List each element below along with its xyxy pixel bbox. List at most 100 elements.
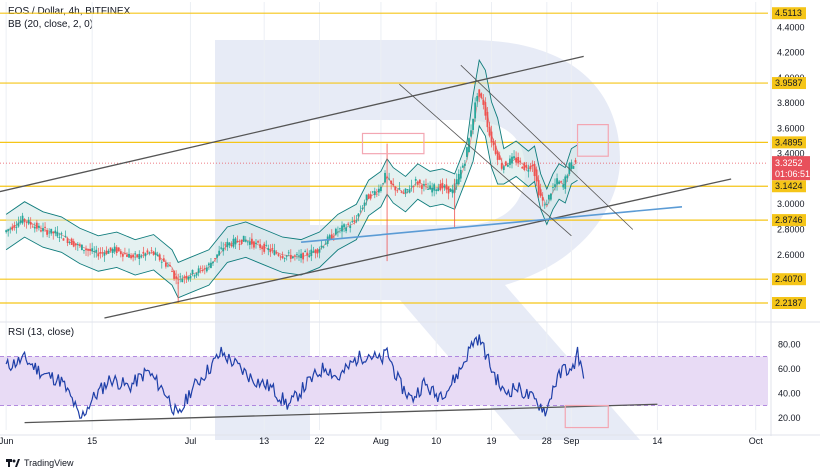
candle-body <box>132 254 135 258</box>
candle-body <box>5 230 8 233</box>
trendline-descending-upper[interactable] <box>460 64 634 230</box>
candle-body <box>294 255 296 257</box>
candle-body <box>240 239 243 244</box>
candle-body <box>263 243 266 252</box>
candle-body <box>502 166 505 170</box>
countdown-tag: 01:06:51 <box>775 169 810 179</box>
candle-body <box>130 255 132 259</box>
candle-body <box>545 204 548 205</box>
candle-body <box>111 248 114 253</box>
highlight-box[interactable] <box>576 124 609 157</box>
candle-body <box>158 254 161 261</box>
candle-body <box>66 238 69 244</box>
candle-body <box>334 228 337 235</box>
candle-body <box>44 226 46 228</box>
candle-body <box>261 247 264 250</box>
candle-body <box>365 194 368 201</box>
candle-body <box>52 231 55 234</box>
candle-body <box>369 194 372 199</box>
candle-body <box>304 251 307 253</box>
candle-body <box>93 251 96 252</box>
candle-body <box>197 268 200 274</box>
candle-body <box>470 130 472 137</box>
candle-body <box>484 102 487 116</box>
candle-body <box>547 194 550 200</box>
candle-body <box>212 261 214 264</box>
candle-body <box>91 248 94 252</box>
candle-body <box>347 223 350 225</box>
candle-body <box>138 253 141 259</box>
candle-body <box>142 251 145 254</box>
rsi-highlight-box[interactable] <box>564 404 609 429</box>
candle-body <box>234 238 237 245</box>
time-axis-tick: 28 <box>542 436 552 446</box>
candle-body <box>531 164 534 167</box>
candle-body <box>361 207 364 209</box>
candle-body <box>463 163 466 166</box>
level-tag-bg <box>772 273 806 286</box>
candle-body <box>324 243 327 245</box>
tradingview-logo-icon <box>6 459 20 467</box>
candle-body <box>322 246 325 248</box>
candle-body <box>81 244 83 251</box>
level-tag-bg <box>772 136 806 149</box>
candle-body <box>19 220 22 223</box>
candle-body <box>412 186 415 188</box>
candle-body <box>259 244 261 248</box>
candle-body <box>320 245 323 248</box>
axes: 4.40004.20004.00003.80003.60003.40003.00… <box>0 0 820 446</box>
trendline-lower-channel[interactable] <box>104 178 732 319</box>
candle-body <box>72 241 75 247</box>
candle-body <box>48 232 51 234</box>
trendline-blue-support[interactable] <box>300 205 683 243</box>
candle-body <box>476 96 479 102</box>
candle-body <box>521 167 524 169</box>
candle-body <box>148 252 151 254</box>
trendline-upper-channel[interactable] <box>0 55 584 193</box>
rsi-trendline[interactable] <box>24 403 658 424</box>
candle-body <box>416 181 419 185</box>
candle-body <box>382 183 384 185</box>
candle-body <box>298 255 300 257</box>
candle-body <box>181 278 184 283</box>
candle-body <box>461 165 464 168</box>
candle-body <box>183 276 186 278</box>
candle-body <box>486 111 489 128</box>
candle-body <box>285 255 288 257</box>
candle-body <box>58 237 61 238</box>
candle-body <box>343 224 345 228</box>
candle-body <box>466 147 468 157</box>
candle-body <box>171 271 173 273</box>
candle-body <box>447 186 450 194</box>
candle-body <box>267 248 270 251</box>
candle-body <box>533 163 536 177</box>
candle-body <box>242 235 245 242</box>
candle-body <box>410 185 413 187</box>
candle-body <box>150 250 153 252</box>
highlight-box[interactable] <box>361 132 425 155</box>
candle-body <box>246 241 249 243</box>
candle-body <box>529 165 532 170</box>
level-tag: 4.5113 <box>775 8 802 18</box>
candle-body <box>420 185 423 189</box>
candle-body <box>27 219 30 224</box>
time-axis-tick: Jun <box>0 436 13 446</box>
candle-body <box>384 172 386 183</box>
candle-body <box>216 254 218 258</box>
candle-body <box>318 249 321 253</box>
watermark-r-shape <box>215 40 640 440</box>
candle-body <box>85 248 87 251</box>
candle-body <box>312 251 315 253</box>
price-tag-bg <box>772 156 810 181</box>
candle-body <box>535 169 538 182</box>
candle-body <box>281 256 284 259</box>
level-tag-bg <box>772 7 806 20</box>
candle-body <box>205 267 208 272</box>
candle-body <box>289 254 292 259</box>
tradingview-brand[interactable]: TradingView <box>6 458 74 468</box>
candle-body <box>373 191 376 196</box>
candle-body <box>187 276 190 280</box>
trendline-descending-lower[interactable] <box>399 83 572 237</box>
candle-body <box>146 250 149 253</box>
